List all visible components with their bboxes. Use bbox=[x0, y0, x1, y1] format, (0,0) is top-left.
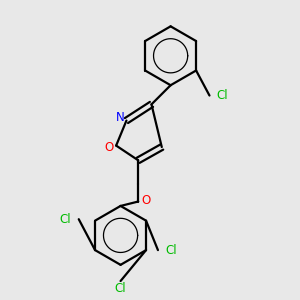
Text: O: O bbox=[104, 141, 113, 154]
Text: Cl: Cl bbox=[216, 89, 228, 102]
Text: Cl: Cl bbox=[115, 282, 126, 295]
Text: O: O bbox=[141, 194, 150, 207]
Text: N: N bbox=[116, 110, 124, 124]
Text: Cl: Cl bbox=[59, 213, 71, 226]
Text: Cl: Cl bbox=[166, 244, 177, 256]
